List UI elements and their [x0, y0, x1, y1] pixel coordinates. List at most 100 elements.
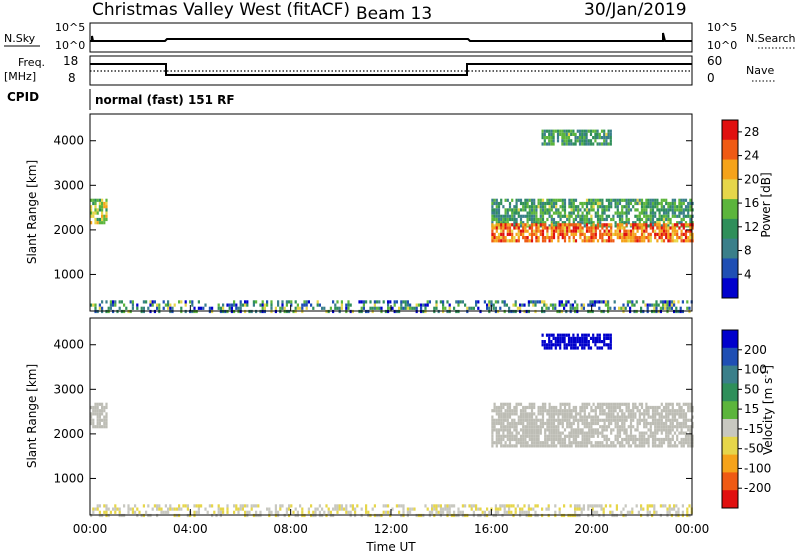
range-time-cell — [682, 409, 685, 413]
range-time-cell — [158, 303, 161, 307]
range-time-cell — [506, 409, 509, 413]
range-time-cell — [616, 402, 619, 406]
range-time-cell — [495, 223, 498, 227]
range-time-cell — [590, 425, 593, 429]
range-time-cell — [632, 226, 635, 230]
range-time-cell — [625, 229, 628, 233]
range-time-cell — [514, 510, 517, 514]
range-time-cell — [673, 409, 677, 413]
range-time-cell — [561, 425, 564, 429]
range-time-cell — [673, 507, 676, 511]
range-time-cell — [545, 306, 548, 310]
range-time-cell — [621, 226, 624, 230]
range-time-cell — [572, 232, 575, 236]
range-time-cell — [680, 208, 683, 212]
range-time-cell — [689, 434, 692, 438]
range-time-cell — [612, 217, 615, 222]
range-time-cell — [528, 405, 531, 410]
range-time-cell — [647, 437, 650, 442]
range-time-cell — [654, 418, 657, 422]
range-time-cell — [654, 428, 657, 432]
range-time-cell — [645, 409, 648, 413]
range-time-cell — [568, 434, 571, 438]
range-time-cell — [612, 441, 615, 445]
range-time-cell — [600, 507, 603, 511]
range-time-cell — [636, 226, 639, 230]
range-time-cell — [537, 441, 540, 445]
range-time-cell — [426, 300, 429, 304]
range-time-cell — [491, 415, 494, 419]
range-time-cell — [682, 217, 685, 222]
range-time-cell — [493, 239, 496, 243]
range-time-cell — [477, 300, 480, 304]
range-time-cell — [568, 431, 571, 435]
range-time-cell — [605, 208, 608, 212]
range-time-cell — [94, 198, 97, 202]
range-time-cell — [590, 239, 593, 243]
x-axis-label: Time UT — [365, 540, 416, 554]
range-time-cell — [521, 507, 524, 511]
range-time-cell — [631, 303, 634, 307]
range-time-cell — [594, 409, 597, 413]
colorbar-tick-label: 200 — [744, 343, 767, 357]
range-time-cell — [497, 428, 501, 432]
range-time-cell — [493, 201, 496, 206]
range-time-cell — [689, 437, 692, 442]
range-time-cell — [559, 418, 562, 422]
range-time-cell — [123, 303, 126, 307]
range-time-cell — [592, 421, 595, 426]
range-time-cell — [621, 418, 624, 422]
range-time-cell — [623, 402, 626, 406]
range-time-cell — [604, 303, 607, 307]
range-time-cell — [643, 437, 646, 442]
range-time-cell — [682, 214, 685, 218]
velocity-colorbar-label: Velocity [m s-1] — [761, 365, 776, 455]
range-time-cell — [662, 437, 666, 442]
range-time-cell — [552, 412, 556, 416]
range-time-cell — [94, 201, 97, 206]
range-time-cell — [583, 343, 586, 347]
range-time-cell — [632, 409, 635, 413]
range-time-cell — [585, 236, 589, 240]
range-time-cell — [605, 437, 608, 442]
range-time-cell — [621, 444, 624, 448]
range-time-cell — [605, 139, 608, 143]
colorbar-segment — [722, 120, 738, 141]
range-time-cell — [629, 412, 633, 416]
range-time-cell — [105, 425, 108, 429]
range-time-cell — [259, 303, 262, 307]
range-time-cell — [647, 415, 650, 419]
range-time-cell — [202, 306, 205, 310]
range-time-cell — [246, 303, 249, 307]
range-time-cell — [579, 428, 582, 432]
range-time-cell — [678, 208, 681, 212]
range-time-cell — [563, 434, 567, 438]
range-time-cell — [539, 418, 542, 422]
range-time-cell — [563, 226, 567, 230]
range-time-cell — [535, 214, 538, 218]
range-time-cell — [404, 300, 407, 304]
range-time-cell — [585, 142, 588, 146]
range-time-cell — [682, 232, 685, 236]
range-time-cell — [596, 205, 600, 209]
range-time-cell — [653, 504, 656, 508]
range-time-cell — [655, 300, 658, 304]
range-time-cell — [550, 405, 553, 410]
range-time-cell — [647, 205, 650, 209]
range-time-cell — [598, 300, 601, 304]
range-time-cell — [616, 229, 619, 233]
range-time-cell — [402, 306, 405, 310]
range-time-cell — [557, 428, 560, 432]
range-time-cell — [669, 428, 672, 432]
range-time-cell — [607, 129, 610, 133]
range-time-cell — [101, 214, 104, 218]
range-time-cell — [167, 507, 170, 511]
range-time-cell — [541, 217, 545, 222]
range-time-cell — [426, 507, 429, 511]
range-time-cell — [654, 229, 657, 233]
range-time-cell — [448, 306, 451, 310]
range-time-cell — [680, 201, 683, 206]
range-time-cell — [680, 415, 683, 419]
range-time-cell — [640, 412, 644, 416]
range-time-cell — [118, 306, 121, 310]
